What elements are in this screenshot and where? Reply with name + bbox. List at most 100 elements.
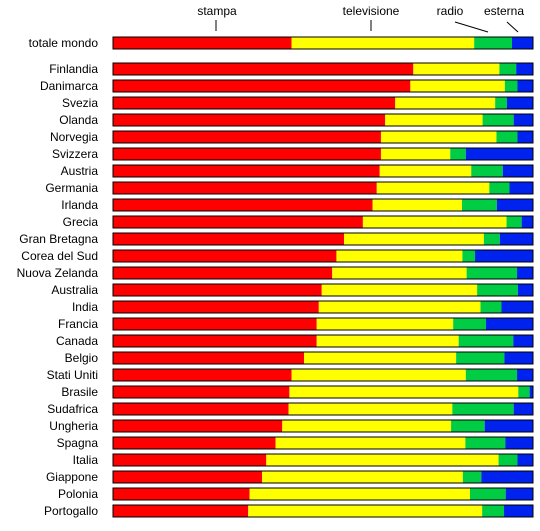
bar-svezia-radio	[495, 97, 507, 109]
bar-spagna-stampa	[113, 437, 276, 449]
category-label-stati-uniti: Stati Uniti	[47, 368, 98, 382]
bar-outline-belgio	[112, 351, 534, 365]
bar-svizzera-stampa	[113, 148, 381, 160]
bar-outline-australia	[112, 283, 534, 297]
bar-stati-uniti-stampa	[113, 369, 292, 381]
bar-nuova-zelanda-esterna	[517, 267, 533, 279]
category-label-brasile: Brasile	[61, 385, 98, 399]
bar-grecia-esterna	[521, 216, 533, 228]
bar-grecia-televisione	[362, 216, 507, 228]
bar-outline-ungheria	[112, 419, 534, 433]
bar-outline-germania	[112, 181, 534, 195]
category-label-svizzera: Svizzera	[52, 147, 98, 161]
bar-totale-mondo-radio	[474, 37, 512, 49]
bar-danimarca-stampa	[113, 80, 411, 92]
bar-india-esterna	[501, 301, 533, 313]
bar-brasile-stampa	[113, 386, 290, 398]
bar-finlandia-televisione	[413, 63, 500, 75]
bar-svizzera-televisione	[380, 148, 451, 160]
category-label-nuova-zelanda: Nuova Zelanda	[17, 266, 99, 280]
category-label-belgio: Belgio	[65, 351, 99, 365]
bar-outline-giappone	[112, 470, 534, 484]
bar-giappone-televisione	[262, 471, 463, 483]
bar-portogallo-radio	[482, 505, 505, 517]
category-label-ungheria: Ungheria	[49, 419, 98, 433]
category-label-austria: Austria	[61, 164, 99, 178]
bar-gran-bretagna-stampa	[113, 233, 344, 245]
bar-ungheria-stampa	[113, 420, 283, 432]
bar-sudafrica-esterna	[513, 403, 533, 415]
category-label-grecia: Grecia	[63, 215, 99, 229]
bar-germania-televisione	[376, 182, 490, 194]
category-label-totale-mondo: totale mondo	[29, 36, 99, 50]
category-label-spagna: Spagna	[57, 436, 99, 450]
bar-stati-uniti-radio	[465, 369, 518, 381]
bar-portogallo-televisione	[248, 505, 483, 517]
bar-india-stampa	[113, 301, 319, 313]
bar-outline-gran-bretagna	[112, 232, 534, 246]
bar-belgio-stampa	[113, 352, 305, 364]
category-label-gran-bretagna: Gran Bretagna	[19, 232, 98, 246]
bar-danimarca-esterna	[517, 80, 533, 92]
bar-sudafrica-televisione	[288, 403, 453, 415]
bar-outline-italia	[112, 453, 534, 467]
bar-polonia-radio	[470, 488, 506, 500]
bar-polonia-esterna	[505, 488, 533, 500]
bar-outline-olanda	[112, 113, 534, 127]
bar-austria-stampa	[113, 165, 380, 177]
bar-sudafrica-stampa	[113, 403, 289, 415]
bar-giappone-radio	[462, 471, 482, 483]
bar-outline-danimarca	[112, 79, 534, 93]
legend-label-radio: radio	[437, 4, 464, 18]
category-label-sudafrica: Sudafrica	[47, 402, 98, 416]
bar-francia-televisione	[316, 318, 454, 330]
bar-irlanda-televisione	[372, 199, 463, 211]
bar-outline-canada	[112, 334, 534, 348]
bar-totale-mondo-esterna	[512, 37, 533, 49]
bar-germania-radio	[489, 182, 510, 194]
bar-sudafrica-radio	[452, 403, 514, 415]
legend-pointer-radio	[454, 21, 489, 33]
bar-germania-stampa	[113, 182, 377, 194]
bar-italia-esterna	[517, 454, 533, 466]
bar-gran-bretagna-radio	[483, 233, 500, 245]
bar-outline-sudafrica	[112, 402, 534, 416]
bar-svezia-esterna	[506, 97, 533, 109]
bar-outline-corea-del-sud	[112, 249, 534, 263]
bar-outline-grecia	[112, 215, 534, 229]
bar-olanda-esterna	[513, 114, 533, 126]
bar-gran-bretagna-esterna	[499, 233, 533, 245]
bar-outline-polonia	[112, 487, 534, 501]
category-label-corea-del-sud: Corea del Sud	[21, 249, 98, 263]
bar-grecia-stampa	[113, 216, 363, 228]
bar-svezia-stampa	[113, 97, 396, 109]
bar-india-televisione	[318, 301, 481, 313]
bar-francia-stampa	[113, 318, 317, 330]
bar-outline-svizzera	[112, 147, 534, 161]
bar-outline-spagna	[112, 436, 534, 450]
bar-ungheria-radio	[451, 420, 485, 432]
bar-norvegia-radio	[496, 131, 518, 143]
bar-totale-mondo-televisione	[291, 37, 475, 49]
bar-outline-brasile	[112, 385, 534, 399]
bar-giappone-esterna	[481, 471, 533, 483]
bar-nuova-zelanda-stampa	[113, 267, 333, 279]
category-label-portogallo: Portogallo	[44, 504, 98, 518]
bar-svezia-televisione	[395, 97, 496, 109]
category-label-norvegia: Norvegia	[50, 130, 98, 144]
bar-outline-totale-mondo	[112, 36, 534, 50]
bar-danimarca-radio	[504, 80, 518, 92]
bar-giappone-stampa	[113, 471, 263, 483]
category-label-finlandia: Finlandia	[49, 62, 98, 76]
bar-outline-norvegia	[112, 130, 534, 144]
category-label-svezia: Svezia	[62, 96, 98, 110]
bar-portogallo-stampa	[113, 505, 249, 517]
bar-totale-mondo-stampa	[113, 37, 292, 49]
bar-grecia-radio	[506, 216, 522, 228]
bar-brasile-televisione	[289, 386, 519, 398]
bar-polonia-televisione	[249, 488, 470, 500]
bar-finlandia-stampa	[113, 63, 414, 75]
legend-label-stampa: stampa	[197, 4, 237, 18]
legend-label-esterna: esterna	[484, 4, 524, 18]
bar-irlanda-radio	[462, 199, 497, 211]
